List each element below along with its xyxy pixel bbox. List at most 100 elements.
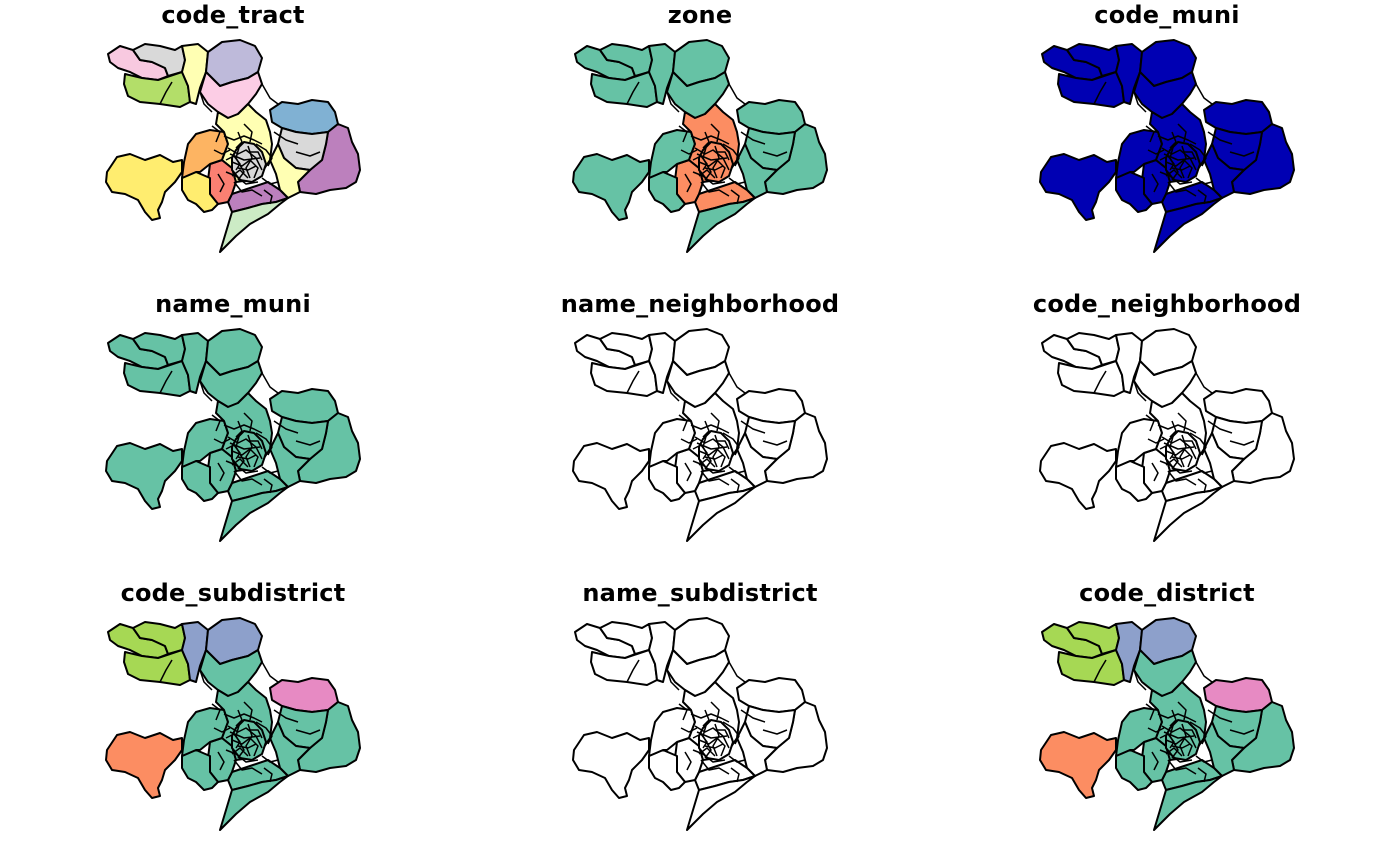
tract-boundary bbox=[722, 143, 740, 167]
tract-boundary bbox=[1159, 444, 1175, 460]
tract-boundary bbox=[1145, 414, 1155, 432]
region-far-west bbox=[572, 442, 650, 510]
tract-boundary bbox=[1145, 125, 1155, 143]
tract-boundary bbox=[626, 81, 640, 105]
tract-boundary bbox=[223, 135, 263, 145]
tract-boundary bbox=[225, 749, 259, 763]
region-north-pink bbox=[199, 71, 263, 119]
map-panel-code-subdistrict: code_subdistrict bbox=[0, 578, 466, 866]
tract-boundary bbox=[762, 729, 788, 735]
tract-boundary bbox=[213, 438, 231, 444]
tract-boundary bbox=[710, 412, 720, 432]
tract-boundary bbox=[235, 131, 243, 149]
region-north-pink bbox=[666, 71, 730, 119]
region-east-blue bbox=[1203, 677, 1273, 713]
tract-boundary bbox=[698, 169, 716, 179]
region-far-west bbox=[1039, 153, 1117, 221]
tract-boundary bbox=[717, 729, 730, 739]
tract-boundary bbox=[1165, 458, 1183, 468]
tract-boundary bbox=[159, 370, 173, 394]
choropleth-map bbox=[105, 328, 361, 542]
region-south-yellow bbox=[1115, 171, 1153, 213]
region-south-yellow bbox=[1115, 749, 1153, 791]
tract-boundary bbox=[1147, 149, 1165, 155]
tract-boundary bbox=[273, 420, 299, 434]
region-south-green bbox=[686, 486, 756, 542]
region-far-west bbox=[572, 153, 650, 221]
region-north-yellow bbox=[181, 621, 209, 683]
tract-boundary bbox=[233, 181, 263, 197]
tract-boundary bbox=[680, 727, 698, 733]
region-north-yellow bbox=[648, 332, 676, 394]
region-south-green bbox=[1153, 775, 1223, 831]
tract-boundary bbox=[217, 462, 225, 482]
region-far-west bbox=[105, 731, 183, 799]
tract-boundary bbox=[1133, 669, 1147, 691]
tract-boundary bbox=[255, 721, 273, 745]
tract-boundary bbox=[702, 420, 710, 438]
tract-boundary bbox=[1195, 755, 1213, 763]
tract-boundary bbox=[678, 125, 688, 143]
tract-boundary bbox=[1147, 438, 1165, 444]
choropleth-map bbox=[1039, 328, 1295, 542]
tract-boundary bbox=[740, 420, 766, 434]
region-far-west bbox=[105, 442, 183, 510]
tract-boundary bbox=[1147, 727, 1165, 733]
map-panel-name-muni: name_muni bbox=[0, 289, 466, 577]
tract-boundary bbox=[235, 709, 243, 727]
tract-boundary bbox=[263, 478, 273, 494]
tract-boundary bbox=[678, 703, 688, 721]
region-north-pink bbox=[1133, 360, 1197, 408]
tract-boundary bbox=[1159, 460, 1193, 474]
tract-boundary bbox=[1169, 709, 1177, 727]
region-east-yellow bbox=[1203, 143, 1245, 199]
tract-boundary bbox=[692, 171, 726, 185]
map-panel-code-district: code_district bbox=[934, 578, 1400, 866]
tract-boundary bbox=[730, 478, 740, 494]
tract-boundary bbox=[211, 703, 221, 721]
tract-boundary bbox=[694, 147, 730, 171]
tract-boundary bbox=[1197, 189, 1207, 205]
tract-boundary bbox=[261, 661, 279, 683]
tract-boundary bbox=[255, 143, 273, 167]
tract-boundary bbox=[1177, 701, 1187, 721]
tract-boundary bbox=[1229, 729, 1255, 735]
tract-boundary bbox=[1159, 171, 1193, 185]
region-south-green bbox=[686, 197, 756, 253]
tract-boundary bbox=[159, 659, 173, 683]
tract-boundary bbox=[684, 173, 692, 193]
tract-boundary bbox=[1169, 420, 1177, 438]
tract-boundary bbox=[261, 83, 279, 105]
tract-boundary bbox=[233, 759, 263, 775]
region-east-yellow bbox=[736, 143, 778, 199]
tract-boundary bbox=[728, 755, 746, 763]
tract-boundary bbox=[237, 743, 257, 749]
tract-boundary bbox=[225, 733, 241, 749]
tract-boundary bbox=[722, 432, 740, 456]
region-east-blue bbox=[269, 677, 339, 713]
map-panel-zone: zone bbox=[467, 0, 933, 288]
region-east-yellow bbox=[736, 432, 778, 488]
tract-boundary bbox=[678, 414, 688, 432]
tract-boundary bbox=[690, 135, 730, 145]
region-east-blue bbox=[269, 99, 339, 135]
panel-title: zone bbox=[667, 1, 733, 29]
panel-title: name_muni bbox=[155, 290, 311, 318]
tract-boundary bbox=[728, 372, 746, 394]
map-panel-code-neighborhood: code_neighborhood bbox=[934, 289, 1400, 577]
tract-boundary bbox=[1184, 729, 1197, 739]
tract-boundary bbox=[227, 436, 263, 460]
choropleth-map bbox=[572, 617, 828, 831]
region-south-green bbox=[219, 197, 289, 253]
tract-boundary bbox=[717, 440, 730, 450]
tract-boundary bbox=[199, 380, 213, 402]
map-panel-name-subdistrict: name_subdistrict bbox=[467, 578, 933, 866]
region-east-blue bbox=[736, 99, 806, 135]
region-south-yellow bbox=[1115, 460, 1153, 502]
tract-boundary bbox=[235, 420, 243, 438]
region-south-yellow bbox=[181, 460, 219, 502]
region-south-yellow bbox=[648, 749, 686, 791]
tract-boundary bbox=[1195, 466, 1213, 474]
tract-boundary bbox=[666, 91, 680, 113]
region-north-pink bbox=[666, 649, 730, 697]
